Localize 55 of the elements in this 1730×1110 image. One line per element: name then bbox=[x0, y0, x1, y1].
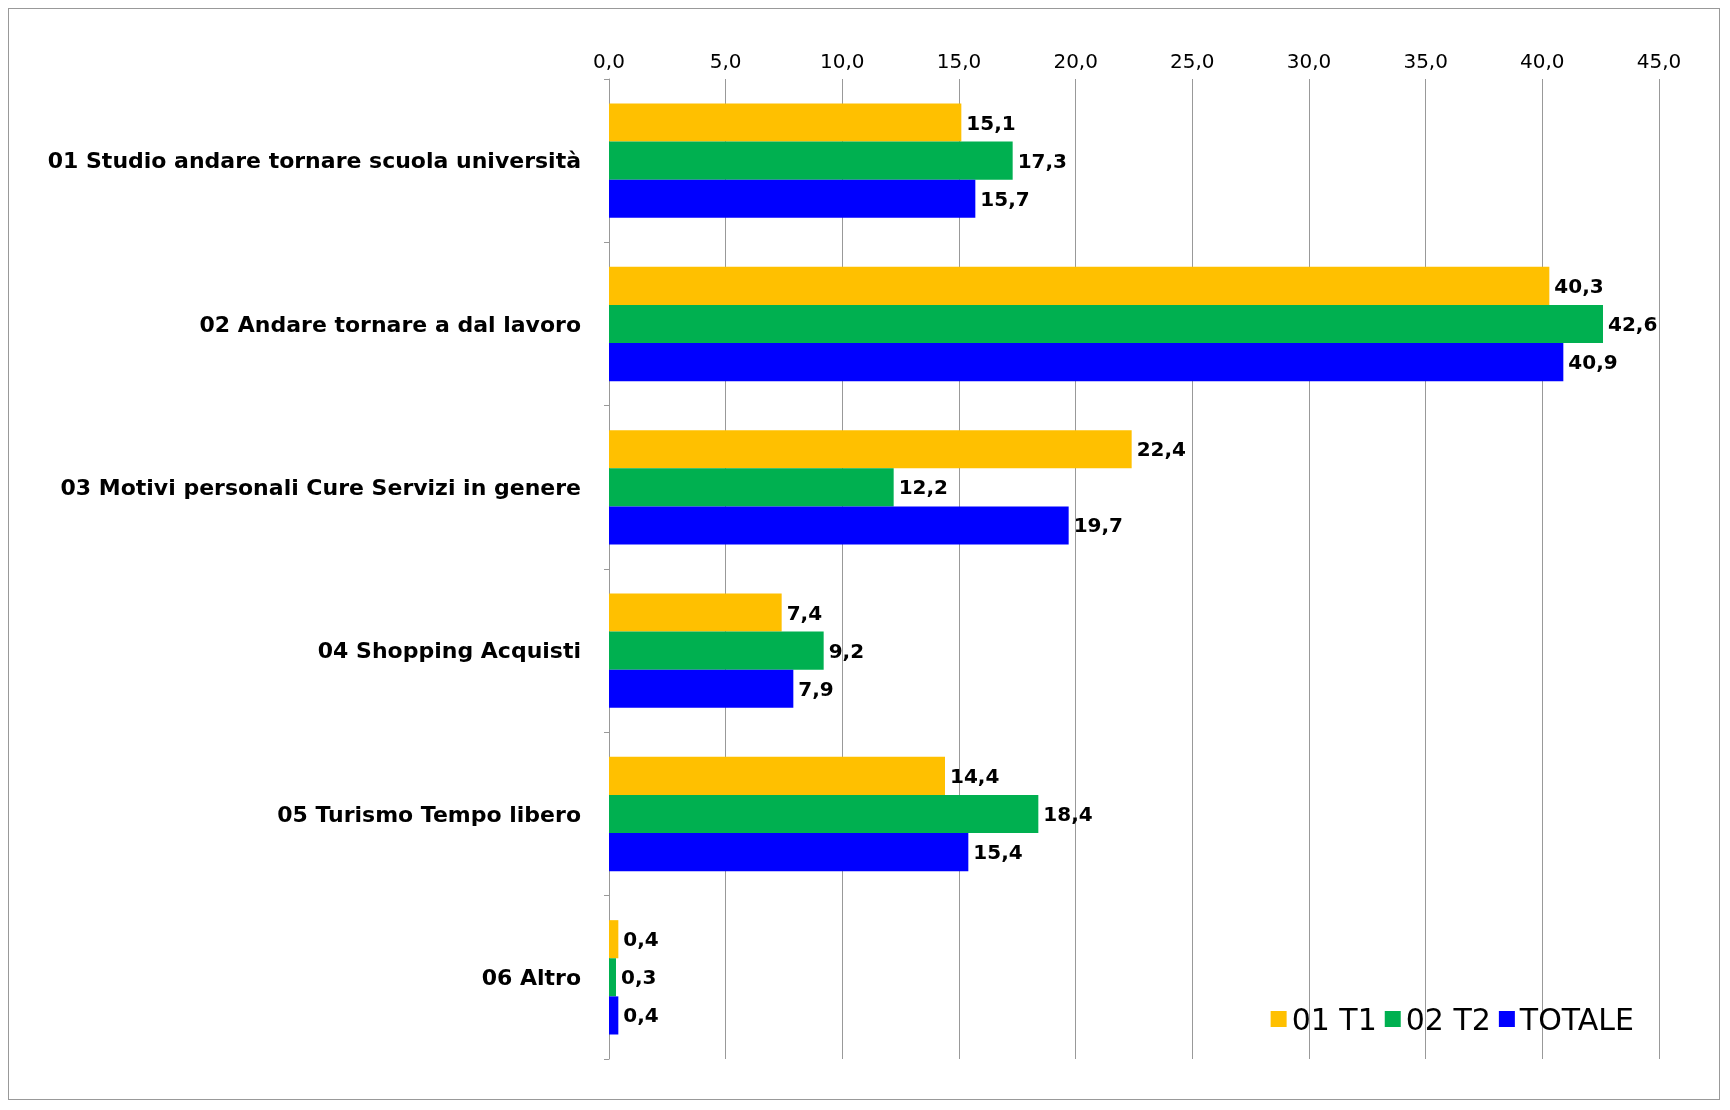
data-label: 12,2 bbox=[898, 475, 949, 500]
x-tick-label: 25,0 bbox=[1170, 49, 1215, 73]
bar bbox=[609, 593, 782, 632]
legend-label: 02 T2 bbox=[1405, 1001, 1491, 1037]
y-tick-label: 04 Shopping Acquisti bbox=[317, 638, 581, 664]
bar bbox=[609, 669, 794, 708]
y-tick-label: 02 Andare tornare a dal lavoro bbox=[199, 311, 581, 337]
data-label: 0,4 bbox=[623, 1003, 659, 1028]
data-label: 19,7 bbox=[1073, 513, 1124, 538]
bar bbox=[609, 179, 976, 218]
bar bbox=[609, 794, 1039, 834]
x-tick-label: 45,0 bbox=[1636, 49, 1682, 73]
data-label: 7,9 bbox=[798, 676, 834, 701]
data-label: 15,7 bbox=[980, 186, 1030, 211]
data-label: 14,4 bbox=[950, 763, 1000, 788]
bar bbox=[609, 756, 945, 795]
x-tick-label: 40,0 bbox=[1520, 49, 1565, 73]
legend-label: TOTALE bbox=[1518, 1001, 1635, 1037]
bar bbox=[609, 343, 1564, 382]
x-tick-label: 35,0 bbox=[1403, 49, 1448, 73]
legend-label: 01 T1 bbox=[1291, 1001, 1377, 1037]
x-tick-label: 20,0 bbox=[1053, 49, 1098, 73]
bar bbox=[609, 430, 1132, 469]
x-tick-label: 30,0 bbox=[1286, 49, 1332, 73]
data-label: 15,1 bbox=[966, 110, 1016, 135]
bar bbox=[609, 266, 1550, 305]
y-tick-label: 01 Studio andare tornare scuola università bbox=[47, 148, 581, 174]
data-label: 40,3 bbox=[1554, 273, 1604, 298]
y-tick-label: 03 Motivi personali Cure Servizi in genere bbox=[60, 474, 581, 500]
data-label: 15,4 bbox=[973, 840, 1023, 865]
bar bbox=[609, 631, 824, 670]
data-label: 0,3 bbox=[621, 965, 657, 990]
x-tick-label: 15,0 bbox=[936, 49, 982, 73]
data-label: 40,9 bbox=[1568, 350, 1618, 375]
bar bbox=[609, 920, 619, 959]
data-label: 18,4 bbox=[1043, 802, 1093, 826]
bar bbox=[609, 468, 894, 507]
x-tick-label: 10,0 bbox=[820, 49, 865, 73]
data-label: 17,3 bbox=[1017, 148, 1068, 173]
bar bbox=[609, 996, 619, 1035]
bar bbox=[609, 506, 1069, 545]
y-tick-label: 06 Altro bbox=[481, 964, 581, 990]
data-label: 22,4 bbox=[1136, 437, 1187, 462]
data-label: 0,4 bbox=[623, 927, 659, 952]
bar bbox=[609, 833, 969, 872]
bar bbox=[609, 304, 1603, 344]
bar bbox=[609, 958, 616, 997]
bar bbox=[609, 103, 962, 142]
bar bbox=[609, 141, 1013, 180]
data-label: 42,6 bbox=[1608, 312, 1658, 336]
x-tick-label: 0,0 bbox=[593, 49, 625, 73]
y-tick-label: 05 Turismo Tempo libero bbox=[277, 801, 581, 827]
data-label: 7,4 bbox=[786, 600, 823, 625]
data-label: 9,2 bbox=[828, 638, 865, 663]
x-tick-label: 5,0 bbox=[709, 49, 742, 73]
